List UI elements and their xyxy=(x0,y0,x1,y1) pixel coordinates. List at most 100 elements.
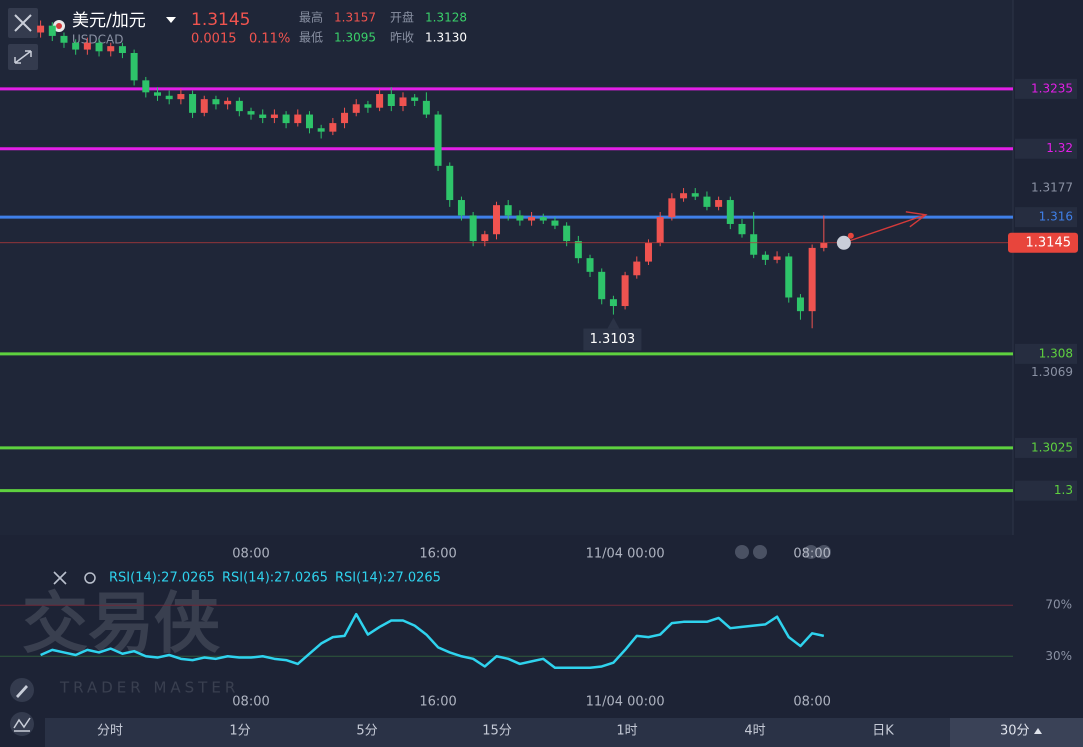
dot-icon[interactable] xyxy=(735,545,749,559)
timeframe-tab[interactable]: 1时 xyxy=(616,724,637,739)
x-tick-label: 16:00 xyxy=(419,547,456,562)
tab-bar xyxy=(45,718,1083,747)
x-tick-label: 11/04 00:00 xyxy=(586,547,665,562)
low-label: 最低 xyxy=(299,31,323,45)
info-icon[interactable] xyxy=(836,235,851,250)
candle-body xyxy=(317,128,325,132)
selected-timeframe[interactable]: 30分 xyxy=(1000,724,1030,739)
dot-icon[interactable] xyxy=(804,545,818,559)
rsi-close-icon[interactable] xyxy=(53,571,67,585)
x-tick-label: 08:00 xyxy=(793,695,830,710)
candle-body xyxy=(621,275,629,307)
low-marker xyxy=(607,317,620,329)
x-tick-label: 08:00 xyxy=(232,695,269,710)
candle-body xyxy=(235,100,243,112)
candle-body xyxy=(644,242,652,262)
candle-body xyxy=(808,247,816,312)
candle-body xyxy=(376,94,384,108)
candle-body xyxy=(411,97,419,101)
candle-body xyxy=(247,111,255,115)
candle-body xyxy=(130,53,138,81)
candle-body xyxy=(563,225,571,242)
candle-body xyxy=(469,215,477,242)
candle-body xyxy=(282,114,290,124)
level-label: 1.3 xyxy=(1054,483,1073,497)
legend-entry: RSI(14):27.0265 xyxy=(109,571,215,586)
indicator-icon xyxy=(13,717,31,732)
candle-body xyxy=(224,100,232,105)
dot-icon[interactable] xyxy=(753,545,767,559)
y-tick-label: 30% xyxy=(1045,649,1072,663)
candle-body xyxy=(259,114,267,118)
y-tick-label: 1.3177 xyxy=(1031,181,1073,195)
high-value: 1.3157 xyxy=(334,11,376,25)
candle-body xyxy=(656,217,664,243)
charts: 分时 1分 5分 15分 1时 4时 日K 1.3177 1.3069 1.3235 1.32 1.3… xyxy=(0,20,1078,739)
candle-body xyxy=(726,200,734,224)
selected-tab[interactable] xyxy=(950,718,1083,747)
candle-body xyxy=(750,234,758,255)
timeframe-tab[interactable]: 分时 xyxy=(97,724,123,739)
candle-body xyxy=(399,97,407,106)
candle-body xyxy=(691,193,699,197)
timeframe-tab[interactable]: 日K xyxy=(872,724,894,739)
timeframe-tab[interactable]: 1分 xyxy=(229,724,250,739)
x-tick-label: 08:00 xyxy=(793,547,830,562)
x-tick-label: 11/04 00:00 xyxy=(586,695,665,710)
candle-body xyxy=(107,46,115,52)
level-label-box xyxy=(1015,343,1077,364)
candle-body xyxy=(504,205,512,216)
open-label: 开盘 xyxy=(390,10,414,25)
timeframe-tab[interactable]: 4时 xyxy=(744,724,765,739)
candle-body xyxy=(680,193,688,199)
x-tick-label: 16:00 xyxy=(419,695,456,710)
candle-body xyxy=(633,261,641,276)
last-price-label: 1.3145 xyxy=(1026,235,1072,250)
level-label-box xyxy=(1015,207,1077,228)
level-label: 1.3235 xyxy=(1031,81,1073,95)
level-label: 1.3025 xyxy=(1031,440,1073,454)
legend-entry: RSI(14):27.0265 xyxy=(335,571,441,586)
level-label-box xyxy=(1015,138,1077,159)
level-label-box xyxy=(1015,480,1077,501)
symbol[interactable]: 美元/加元 xyxy=(72,11,146,31)
forecast-dot xyxy=(847,232,854,239)
candle-body xyxy=(539,217,547,221)
candle-body xyxy=(270,114,278,118)
rsi-line xyxy=(40,612,825,670)
candle-body xyxy=(83,42,91,50)
flag-icon-leaf xyxy=(56,23,62,29)
candle-body xyxy=(609,299,617,307)
high-label: 最高 xyxy=(299,10,323,25)
candle-body xyxy=(305,114,313,129)
legend-entry: RSI(14):27.0265 xyxy=(222,571,328,586)
candle-body xyxy=(165,95,173,100)
candle-body xyxy=(37,25,45,33)
candle-body xyxy=(598,271,606,300)
timeframe-tab[interactable]: 15分 xyxy=(482,724,512,739)
y-tick-label: 1.3069 xyxy=(1031,365,1073,379)
candle-body xyxy=(329,123,337,132)
rsi-settings-icon[interactable] xyxy=(84,572,96,584)
candle-body xyxy=(820,242,828,248)
candle-body xyxy=(785,256,793,298)
chart-area xyxy=(0,0,1013,535)
prev-close-label: 昨收 xyxy=(390,31,414,45)
y-tick-label: 70% xyxy=(1045,598,1072,612)
low-value: 1.3095 xyxy=(334,31,376,45)
candle-body xyxy=(434,114,442,166)
candle-body xyxy=(796,297,804,312)
watermark-subtitle: TRADER MASTER xyxy=(59,679,239,697)
candle-body xyxy=(364,104,372,108)
candle-body xyxy=(668,198,676,218)
timeframe-tab[interactable]: 5分 xyxy=(356,724,377,739)
dot-icon[interactable] xyxy=(817,545,831,559)
level-label-box xyxy=(1015,437,1077,458)
candle-body xyxy=(551,220,559,226)
time-icons xyxy=(735,545,831,559)
symbol-dropdown[interactable] xyxy=(166,17,176,23)
candle-body xyxy=(142,80,150,93)
candle-body xyxy=(212,99,220,105)
candle-body xyxy=(118,46,126,53)
